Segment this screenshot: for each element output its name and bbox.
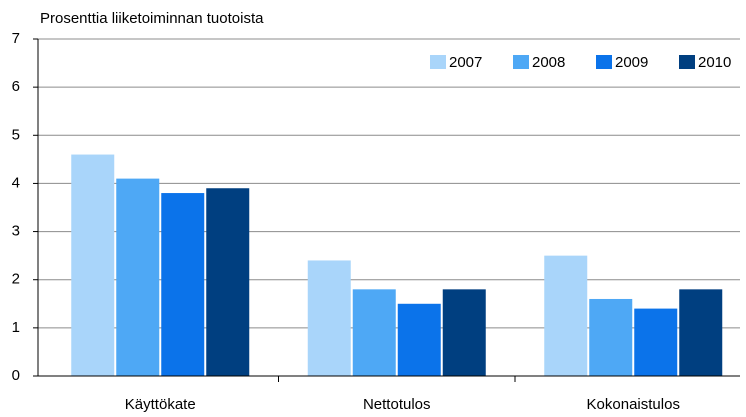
- y-tick-label: 4: [12, 174, 20, 191]
- bar: [544, 255, 588, 376]
- x-tick-label: Käyttökate: [125, 396, 196, 413]
- y-tick-label: 3: [12, 223, 20, 240]
- y-tick-label: 7: [12, 30, 20, 47]
- bar: [161, 193, 205, 376]
- bar: [589, 298, 633, 376]
- legend-swatch: [679, 55, 695, 69]
- bar: [116, 178, 160, 376]
- y-tick-label: 5: [12, 126, 20, 143]
- legend-label: 2009: [615, 54, 648, 71]
- y-tick-label: 0: [12, 367, 20, 384]
- legend-label: 2007: [449, 54, 482, 71]
- legend-swatch: [430, 55, 446, 69]
- x-tick-label: Kokonaistulos: [587, 396, 680, 413]
- bar: [679, 289, 723, 376]
- y-tick-label: 2: [12, 271, 20, 288]
- bar: [442, 289, 486, 376]
- chart-title: Prosenttia liiketoiminnan tuotoista: [40, 10, 264, 27]
- legend-swatch: [513, 55, 529, 69]
- bar: [206, 188, 250, 376]
- bar: [397, 303, 441, 376]
- legend-label: 2010: [698, 54, 731, 71]
- bar: [71, 154, 115, 376]
- bar: [634, 308, 678, 376]
- x-tick-label: Nettotulos: [363, 396, 431, 413]
- bar: [307, 260, 351, 376]
- bar: [352, 289, 396, 376]
- y-tick-label: 1: [12, 319, 20, 336]
- y-tick-label: 6: [12, 78, 20, 95]
- legend-swatch: [596, 55, 612, 69]
- legend-label: 2008: [532, 54, 565, 71]
